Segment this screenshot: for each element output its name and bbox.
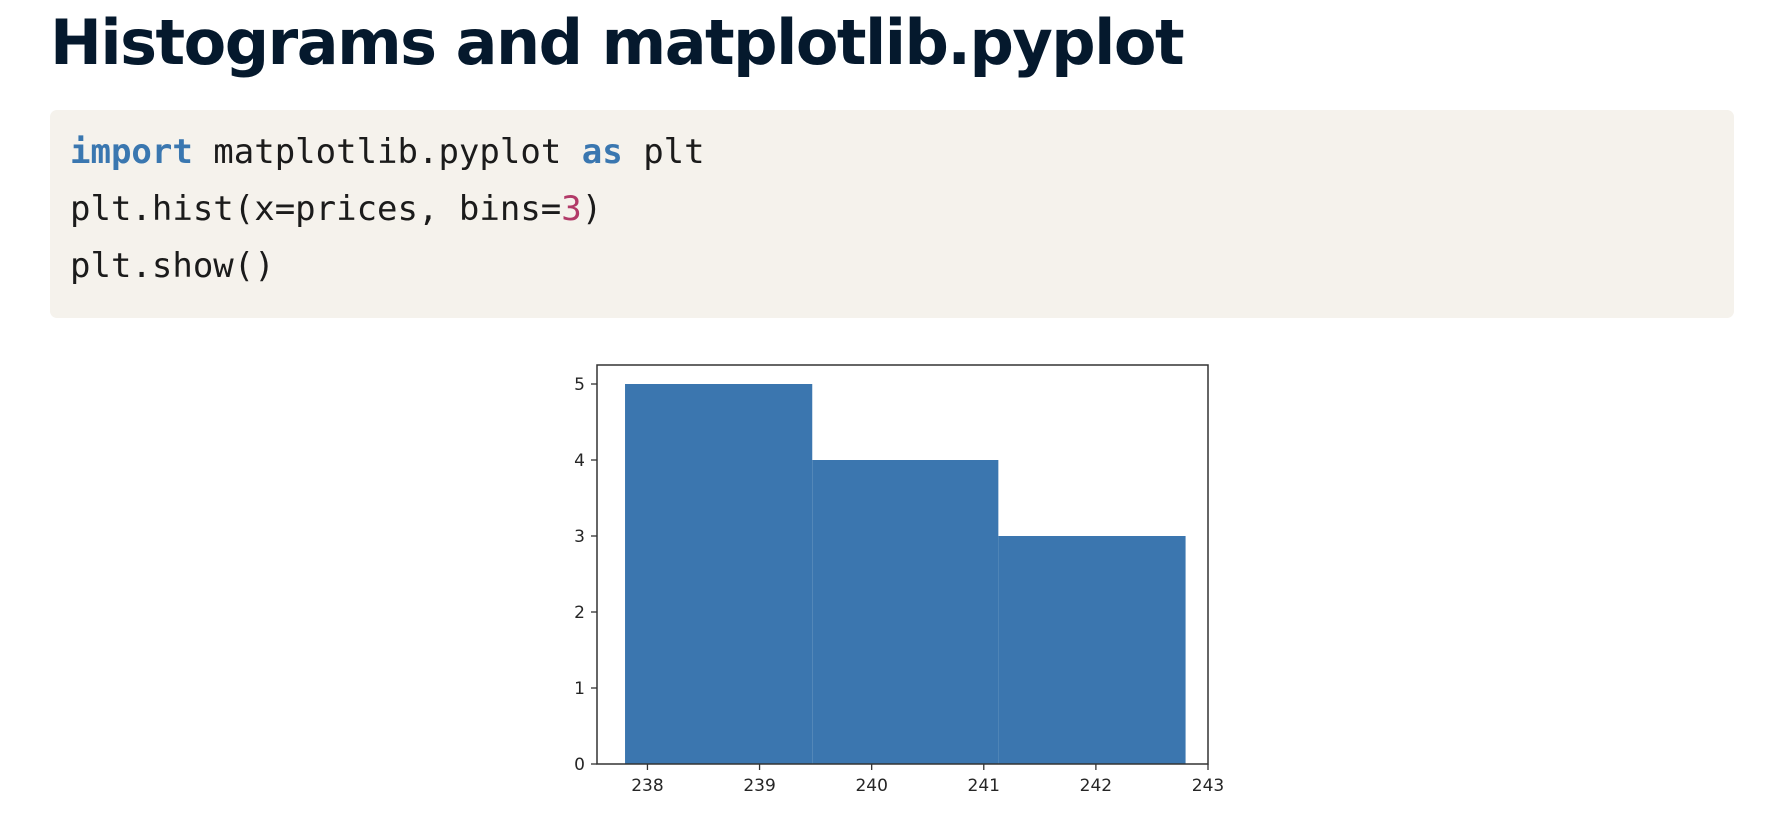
histogram-bar-1	[625, 384, 813, 764]
x-tick-label: 238	[631, 776, 663, 796]
y-tick-label: 1	[574, 679, 585, 699]
code-keyword-import: import	[70, 132, 193, 172]
y-tick-label: 2	[574, 603, 585, 623]
x-tick-label: 243	[1192, 776, 1224, 796]
code-keyword-as: as	[581, 132, 623, 172]
code-module-text: matplotlib.pyplot	[192, 132, 582, 172]
histogram-bar-3	[998, 536, 1186, 764]
page-title: Histograms and matplotlib.pyplot	[50, 6, 1185, 79]
x-tick-label: 241	[968, 776, 1000, 796]
plot-frame	[596, 364, 1209, 765]
code-line-1: import matplotlib.pyplot as plt	[70, 132, 705, 172]
code-hist-call: plt.hist(x=prices, bins=	[70, 189, 562, 229]
code-hist-close: )	[581, 189, 603, 229]
code-bins-number: 3	[561, 189, 582, 229]
code-show-call: plt.show()	[70, 246, 275, 286]
histogram-bar-2	[812, 460, 999, 764]
x-tick-label: 242	[1080, 776, 1112, 796]
y-tick-label: 0	[574, 755, 585, 775]
y-tick-label: 5	[574, 375, 585, 395]
y-tick-label: 4	[574, 451, 585, 471]
x-tick-label: 240	[855, 776, 887, 796]
y-tick-label: 3	[574, 527, 585, 547]
code-alias-text: plt	[622, 132, 705, 172]
x-tick-label: 239	[743, 776, 775, 796]
code-line-3: plt.show()	[70, 246, 275, 286]
code-block: import matplotlib.pyplot as plt plt.hist…	[50, 110, 1734, 318]
code-line-2: plt.hist(x=prices, bins=3)	[70, 189, 602, 229]
